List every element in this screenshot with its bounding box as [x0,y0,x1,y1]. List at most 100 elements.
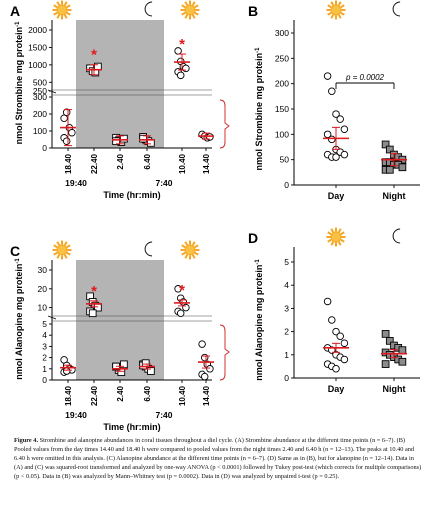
data-point [332,327,340,336]
dark-start-label: 19:40 [65,178,87,188]
data-point [398,163,407,172]
x-tick-label: 10.40 [178,153,187,174]
moon-icon [392,228,401,244]
data-point [328,87,336,96]
data-point [332,110,340,118]
y-tick-label: 0 [42,143,47,153]
data-point [198,340,206,348]
dark-end-label: 7:40 [155,178,172,188]
data-point [68,128,76,137]
data-point [381,140,390,149]
x-tick-label: 22.40 [90,153,99,174]
y-axis-label-D: nmol Alanopine mg protein-1 [254,259,264,381]
y-tick-label: 20 [38,284,48,294]
y-tick-label: 2 [284,327,289,337]
axis-break-mark [47,89,57,94]
x-tick-label: 2.40 [116,385,125,401]
y-axis-label-C: nmol Alanopine mg protein-1 [14,258,24,380]
data-point [200,372,209,381]
dark-phase-shading-A [76,20,164,148]
p-value-label: p = 0.0002 [345,73,385,82]
data-point [323,72,332,80]
panel-letter-D: D [248,230,258,246]
y-tick-label: 2000 [28,25,47,35]
data-point [340,339,349,347]
data-point [62,367,71,375]
pooled-bracket [219,99,230,149]
y-tick-label: 250 [33,86,47,96]
x-tick-label: Day [328,191,345,201]
panel-letter-A: A [10,3,20,19]
data-point [385,165,394,174]
caption-text: Strombine and alanopine abundances in co… [14,437,422,480]
data-point [141,359,150,368]
sun-icon [52,0,72,20]
data-point [340,125,349,134]
data-point [398,357,407,366]
data-point [385,337,394,345]
y-tick-label: 3 [42,341,47,351]
data-point [336,332,344,340]
x-tick-label: Night [383,384,406,394]
data-point [62,137,71,145]
dark-phase-shading-C [76,260,164,380]
data-point [176,309,185,317]
data-point [332,364,340,373]
significance-star: * [91,283,97,300]
sun-icon [326,227,346,247]
y-tick-label: 300 [33,92,47,102]
data-point [206,365,214,373]
x-tick-label: 22.40 [90,385,99,406]
data-point [328,135,336,144]
y-tick-label: 100 [33,126,47,136]
data-point [174,285,182,293]
data-point [200,353,209,362]
significance-star: * [91,47,97,64]
data-point [332,153,340,161]
y-tick-label: 2 [42,353,47,363]
data-point [182,64,190,73]
y-tick-label: 30 [38,265,48,275]
y-tick-label: 200 [275,79,289,89]
x-axis-label-C: Time (hr:min) [103,422,160,432]
y-tick-label: 50 [280,155,290,165]
x-tick-label: Day [328,384,345,394]
sun-icon [180,240,200,260]
y-axis-label-A: nmol Strombine mg protein-1 [14,21,24,145]
data-point [182,303,190,312]
sun-icon [52,240,72,260]
y-tick-label: 4 [284,280,289,290]
y-tick-label: 1 [42,364,47,374]
y-tick-label: 4 [42,330,47,340]
x-tick-label: 6.40 [143,385,152,401]
x-axis-label-A: Time (hr:min) [103,190,160,200]
y-axis-label-B: nmol Strombine mg protein-1 [254,47,264,171]
x-tick-label: 14.40 [202,153,211,174]
moon-icon [392,1,401,17]
y-tick-label: 3 [284,303,289,313]
data-point [323,297,332,306]
y-tick-label: 150 [275,104,289,114]
x-tick-label: 6.40 [143,153,152,169]
y-tick-label: 1000 [28,60,47,70]
y-tick-label: 200 [33,109,47,119]
sun-icon [326,0,346,20]
y-tick-label: 0 [284,180,289,190]
panel-letter-B: B [248,3,258,19]
y-tick-label: 300 [275,28,289,38]
data-point [381,360,390,368]
data-point [147,367,155,375]
x-tick-label: 18.40 [64,385,73,406]
y-tick-label: 0 [284,373,289,383]
y-tick-label: 10 [38,303,48,313]
y-tick-label: 0 [42,375,47,385]
x-tick-label: 2.40 [116,153,125,169]
dark-start-label: 19:40 [65,410,87,420]
x-tick-label: 14.40 [202,385,211,406]
dark-end-label: 7:40 [155,410,172,420]
data-point [385,145,394,154]
significance-star: * [179,36,185,53]
y-tick-label: 1500 [28,42,47,52]
data-point [398,346,407,355]
y-tick-label: 100 [275,129,289,139]
